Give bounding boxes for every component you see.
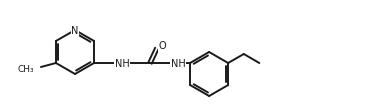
Text: NH: NH: [115, 59, 130, 69]
Text: N: N: [71, 26, 79, 36]
Text: NH: NH: [171, 59, 185, 69]
Text: CH₃: CH₃: [17, 66, 34, 74]
Text: O: O: [158, 41, 166, 51]
